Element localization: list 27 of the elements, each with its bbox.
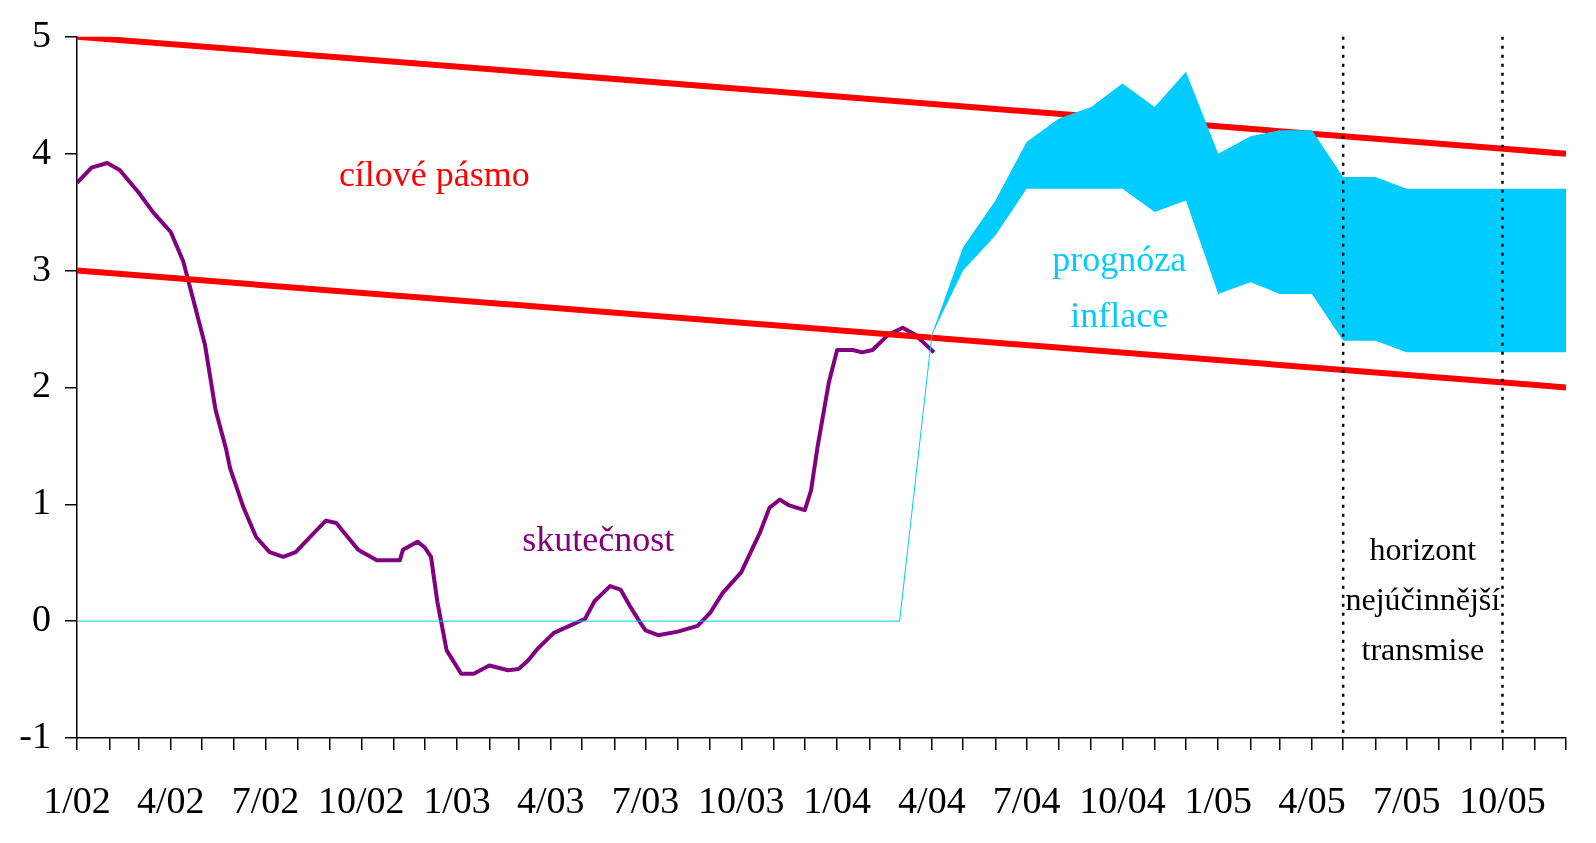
y-tick-label: 5	[32, 12, 51, 55]
x-tick-label: 10/03	[698, 778, 785, 821]
x-tick-label: 10/04	[1079, 778, 1166, 821]
y-tick-label: 3	[32, 246, 51, 289]
y-tick-label: -1	[19, 713, 51, 756]
x-tick-label: 7/03	[611, 778, 680, 821]
x-tick-label: 1/04	[803, 778, 871, 821]
x-tick-label: 7/02	[231, 778, 300, 821]
x-tick-label: 10/02	[317, 778, 405, 821]
x-tick-label: 1/03	[423, 778, 491, 821]
x-tick-label: 4/02	[136, 778, 205, 821]
annotation: horizont nejúčinnější transmise	[1345, 530, 1501, 667]
y-tick-label: 4	[32, 129, 51, 172]
x-tick-label: 1/05	[1184, 778, 1252, 821]
y-tick-label: 1	[32, 480, 51, 523]
x-tick-label: 7/04	[992, 778, 1061, 821]
x-tick-label: 1/02	[43, 778, 111, 821]
x-tick-label: 4/03	[516, 778, 585, 821]
y-tick-label: 2	[32, 363, 51, 406]
x-tick-label: 4/04	[898, 778, 966, 821]
x-tick-label: 7/05	[1372, 778, 1441, 821]
x-tick-label: 10/05	[1459, 778, 1546, 821]
x-tick-label: 4/05	[1278, 778, 1346, 821]
series-label: prognóza inflace	[1052, 238, 1187, 335]
text: cílové pásmo	[338, 154, 530, 195]
y-tick-label: 0	[32, 597, 51, 640]
series-label: skutečnost	[522, 519, 675, 560]
